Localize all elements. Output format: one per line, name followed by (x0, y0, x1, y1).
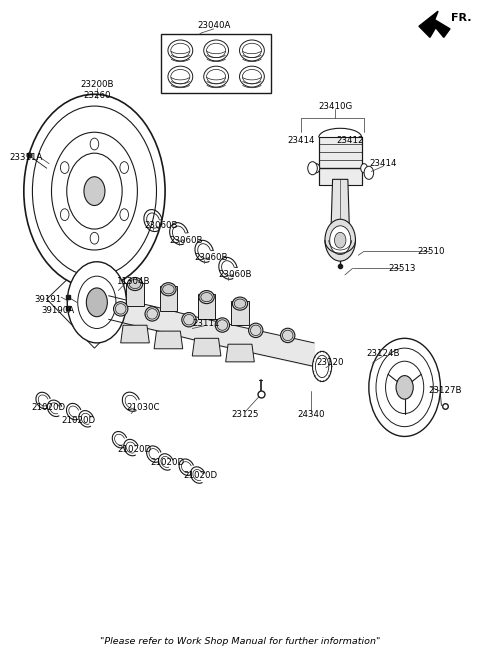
Circle shape (86, 288, 108, 317)
Circle shape (67, 153, 122, 229)
Text: 23510: 23510 (417, 247, 444, 256)
Text: 21020D: 21020D (61, 416, 96, 424)
Ellipse shape (161, 283, 176, 296)
Polygon shape (154, 331, 183, 349)
Text: 21020D: 21020D (117, 445, 151, 454)
Bar (319, 137, 362, 185)
Polygon shape (226, 344, 254, 362)
Text: 23513: 23513 (388, 264, 416, 273)
Text: 23127B: 23127B (429, 386, 462, 395)
Ellipse shape (171, 43, 190, 58)
Text: 23260: 23260 (83, 91, 110, 100)
Text: 39190A: 39190A (41, 306, 74, 315)
Ellipse shape (204, 66, 228, 87)
Circle shape (308, 162, 317, 175)
Text: 23060B: 23060B (170, 236, 204, 244)
Bar (161, 34, 271, 93)
Ellipse shape (145, 307, 159, 321)
Polygon shape (120, 325, 149, 343)
Ellipse shape (171, 70, 190, 84)
Text: 23111: 23111 (193, 319, 220, 328)
Ellipse shape (206, 43, 226, 58)
Ellipse shape (199, 290, 214, 304)
Circle shape (325, 219, 356, 261)
Ellipse shape (182, 313, 196, 327)
Text: 23125: 23125 (231, 411, 259, 419)
Circle shape (376, 348, 433, 426)
Ellipse shape (315, 355, 329, 378)
Ellipse shape (168, 66, 193, 87)
Ellipse shape (215, 318, 229, 332)
Ellipse shape (127, 277, 143, 290)
Polygon shape (160, 286, 177, 311)
Circle shape (51, 132, 137, 250)
Circle shape (60, 209, 69, 221)
Text: 23124B: 23124B (366, 349, 400, 358)
Text: 21020D: 21020D (31, 403, 65, 411)
Polygon shape (419, 11, 450, 37)
Ellipse shape (242, 43, 262, 58)
Polygon shape (231, 301, 249, 325)
Circle shape (369, 338, 441, 436)
Text: 23060B: 23060B (194, 254, 228, 262)
Text: 21030C: 21030C (127, 403, 160, 411)
Text: 23060B: 23060B (144, 221, 178, 230)
Polygon shape (192, 338, 221, 356)
Text: 23414: 23414 (288, 135, 315, 145)
Ellipse shape (206, 70, 226, 84)
Ellipse shape (168, 40, 193, 61)
Circle shape (396, 376, 413, 399)
Ellipse shape (281, 328, 295, 343)
Circle shape (60, 162, 69, 173)
Ellipse shape (114, 302, 128, 316)
Ellipse shape (249, 323, 263, 338)
Text: 23060B: 23060B (218, 270, 252, 279)
Polygon shape (331, 179, 350, 240)
Circle shape (78, 276, 116, 328)
Text: FR.: FR. (451, 12, 472, 23)
Ellipse shape (312, 351, 332, 382)
Circle shape (313, 164, 320, 173)
Circle shape (385, 361, 424, 413)
Text: 39191: 39191 (35, 294, 62, 304)
Polygon shape (126, 283, 144, 306)
Text: 23414: 23414 (370, 159, 397, 168)
Circle shape (120, 162, 129, 173)
Text: 24340: 24340 (297, 411, 324, 419)
Circle shape (120, 209, 129, 221)
Text: 23410G: 23410G (318, 102, 353, 110)
Ellipse shape (232, 297, 248, 310)
Polygon shape (198, 294, 215, 319)
Circle shape (24, 95, 165, 288)
Circle shape (84, 177, 105, 206)
Text: 23200B: 23200B (80, 80, 114, 89)
Text: 23412: 23412 (336, 135, 363, 145)
Ellipse shape (240, 40, 264, 61)
Circle shape (361, 164, 367, 173)
Text: 21020D: 21020D (150, 458, 184, 467)
Circle shape (90, 138, 99, 150)
Circle shape (90, 233, 99, 244)
Ellipse shape (242, 70, 262, 84)
Circle shape (33, 106, 156, 276)
Text: 21020D: 21020D (184, 471, 218, 480)
Text: "Please refer to Work Shop Manual for further information": "Please refer to Work Shop Manual for fu… (100, 637, 380, 646)
Circle shape (330, 226, 351, 254)
Text: 11304B: 11304B (116, 277, 149, 286)
Text: 23040A: 23040A (197, 21, 230, 30)
Ellipse shape (204, 40, 228, 61)
Text: 23120: 23120 (316, 358, 344, 367)
Ellipse shape (240, 66, 264, 87)
Circle shape (335, 233, 346, 248)
Circle shape (67, 261, 126, 343)
Circle shape (364, 166, 373, 179)
Text: 23311A: 23311A (10, 152, 43, 162)
